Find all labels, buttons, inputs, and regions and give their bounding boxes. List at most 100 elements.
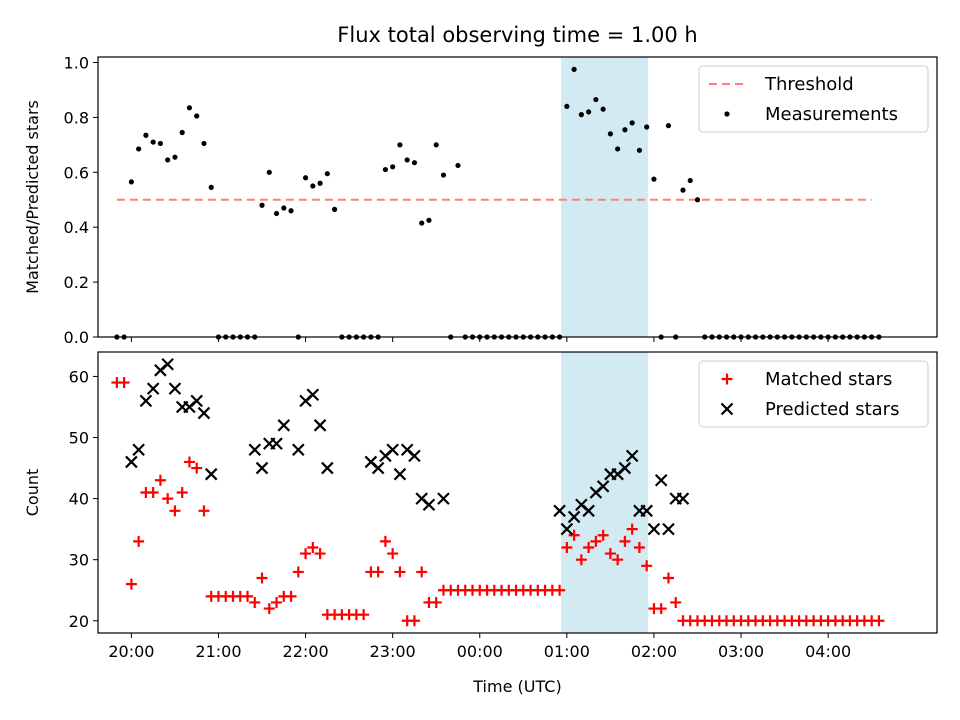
matched-stars-point: [387, 548, 399, 560]
measurement-point: [179, 129, 185, 136]
x-axis-label: Time (UTC): [472, 677, 561, 696]
measurement-point: [586, 109, 592, 115]
predicted-stars-point: [132, 443, 145, 457]
measurement-point: [593, 96, 599, 103]
matched-stars-point: [176, 487, 188, 498]
measurement-point: [622, 127, 628, 133]
measurement-point: [186, 105, 193, 111]
measurement-point: [644, 124, 650, 130]
matched-stars-point: [626, 523, 638, 535]
predicted-stars-point: [197, 406, 211, 420]
matched-stars-point: [416, 566, 428, 578]
matched-stars-point: [408, 615, 420, 627]
measurement-point: [324, 171, 330, 177]
predicted-stars-point: [139, 394, 153, 408]
measurement-point: [310, 183, 316, 189]
matched-stars-point: [256, 572, 268, 584]
predicted-stars-point: [618, 461, 632, 475]
predicted-stars-point: [596, 480, 610, 493]
y-tick-label: 50: [69, 429, 89, 448]
measurement-point: [629, 120, 635, 126]
predicted-stars-point: [313, 419, 327, 432]
measurement-point: [411, 160, 418, 166]
matched-stars-point: [285, 590, 297, 602]
plot-frame-bottom: [97, 351, 938, 634]
measurement-point: [317, 180, 323, 186]
matched-stars-point: [604, 548, 616, 560]
predicted-stars-point: [204, 467, 218, 481]
x-ticks-top: [130, 337, 829, 342]
matched-stars-point: [379, 535, 391, 547]
matched-stars-point: [597, 529, 609, 541]
matched-stars-point: [249, 596, 261, 608]
y-ticks-top: 0.0 0.2 0.4 0.6 0.8 1.0: [64, 53, 98, 347]
legend-box: [698, 360, 929, 428]
matched-stars-point: [198, 505, 210, 517]
predicted-stars-point: [654, 474, 668, 487]
y-tick-label: 0.6: [64, 163, 89, 182]
measurement-point: [208, 184, 214, 190]
matched-stars-point: [133, 535, 145, 547]
legend-box: [698, 65, 929, 133]
y-tick-label: 0.4: [64, 218, 89, 237]
predicted-stars-point: [292, 443, 305, 457]
measurement-point: [665, 123, 672, 129]
measurement-point: [419, 220, 425, 226]
legend-x-swatch: [720, 402, 734, 416]
measurement-point: [281, 205, 287, 211]
legend-label: Matched stars: [765, 369, 892, 390]
matched-stars-point: [263, 603, 275, 615]
matched-stars-point: [619, 535, 631, 547]
panel-bottom: 20:00 21:00 22:00 23:00 00:00 01:00 02:00 03:00…: [23, 351, 938, 696]
predicted-stars-point: [553, 504, 566, 518]
measurement-point: [172, 154, 178, 160]
measurement-point: [143, 132, 149, 138]
matched-stars-point: [561, 541, 573, 553]
count-points: [111, 357, 885, 627]
measurement-point: [440, 172, 447, 178]
y-tick-label: 20: [69, 612, 89, 631]
predicted-stars-point: [255, 461, 269, 475]
x-tick-label: 00:00: [457, 642, 503, 661]
measurement-point: [332, 206, 338, 212]
predicted-stars-point: [371, 461, 385, 475]
predicted-stars-point: [393, 467, 407, 481]
y-tick-label: 60: [69, 367, 89, 386]
legend-plus-swatch: [721, 373, 733, 385]
matched-stars-point: [655, 603, 667, 615]
highlight-span: [561, 352, 649, 633]
x-tick-label: 04:00: [805, 642, 851, 661]
measurement-point: [607, 131, 613, 137]
y-tick-label: 0.8: [64, 108, 89, 127]
matched-stars-point: [372, 566, 384, 578]
measurement-point: [651, 176, 657, 182]
x-tick-label: 03:00: [718, 642, 764, 661]
predicted-stars-point: [437, 492, 450, 505]
predicted-stars-point: [676, 492, 690, 505]
matched-stars-point: [292, 566, 304, 578]
predicted-stars-point: [408, 449, 421, 463]
matched-stars-point: [641, 560, 653, 572]
predicted-stars-point: [248, 443, 262, 457]
y-tick-label: 0.0: [64, 328, 89, 347]
predicted-stars-point: [277, 419, 291, 432]
x-tick-label: 02:00: [631, 642, 677, 661]
measurement-point: [382, 166, 389, 173]
measurement-point: [273, 210, 280, 217]
matched-stars-point: [271, 596, 283, 608]
x-tick-label: 22:00: [283, 642, 329, 661]
predicted-stars-point: [422, 498, 436, 511]
measurement-point: [680, 187, 686, 193]
matched-stars-point: [191, 462, 203, 474]
y-tick-label: 1.0: [64, 53, 89, 72]
matched-stars-point: [169, 505, 181, 517]
matched-stars-point: [568, 529, 580, 541]
predicted-stars-point: [567, 510, 581, 524]
matched-stars-point: [590, 535, 602, 547]
matched-stars-point: [147, 487, 159, 498]
measurement-point: [694, 197, 701, 203]
predicted-stars-point: [161, 357, 174, 371]
measurement-point: [455, 162, 461, 169]
measurement-point: [564, 103, 570, 110]
